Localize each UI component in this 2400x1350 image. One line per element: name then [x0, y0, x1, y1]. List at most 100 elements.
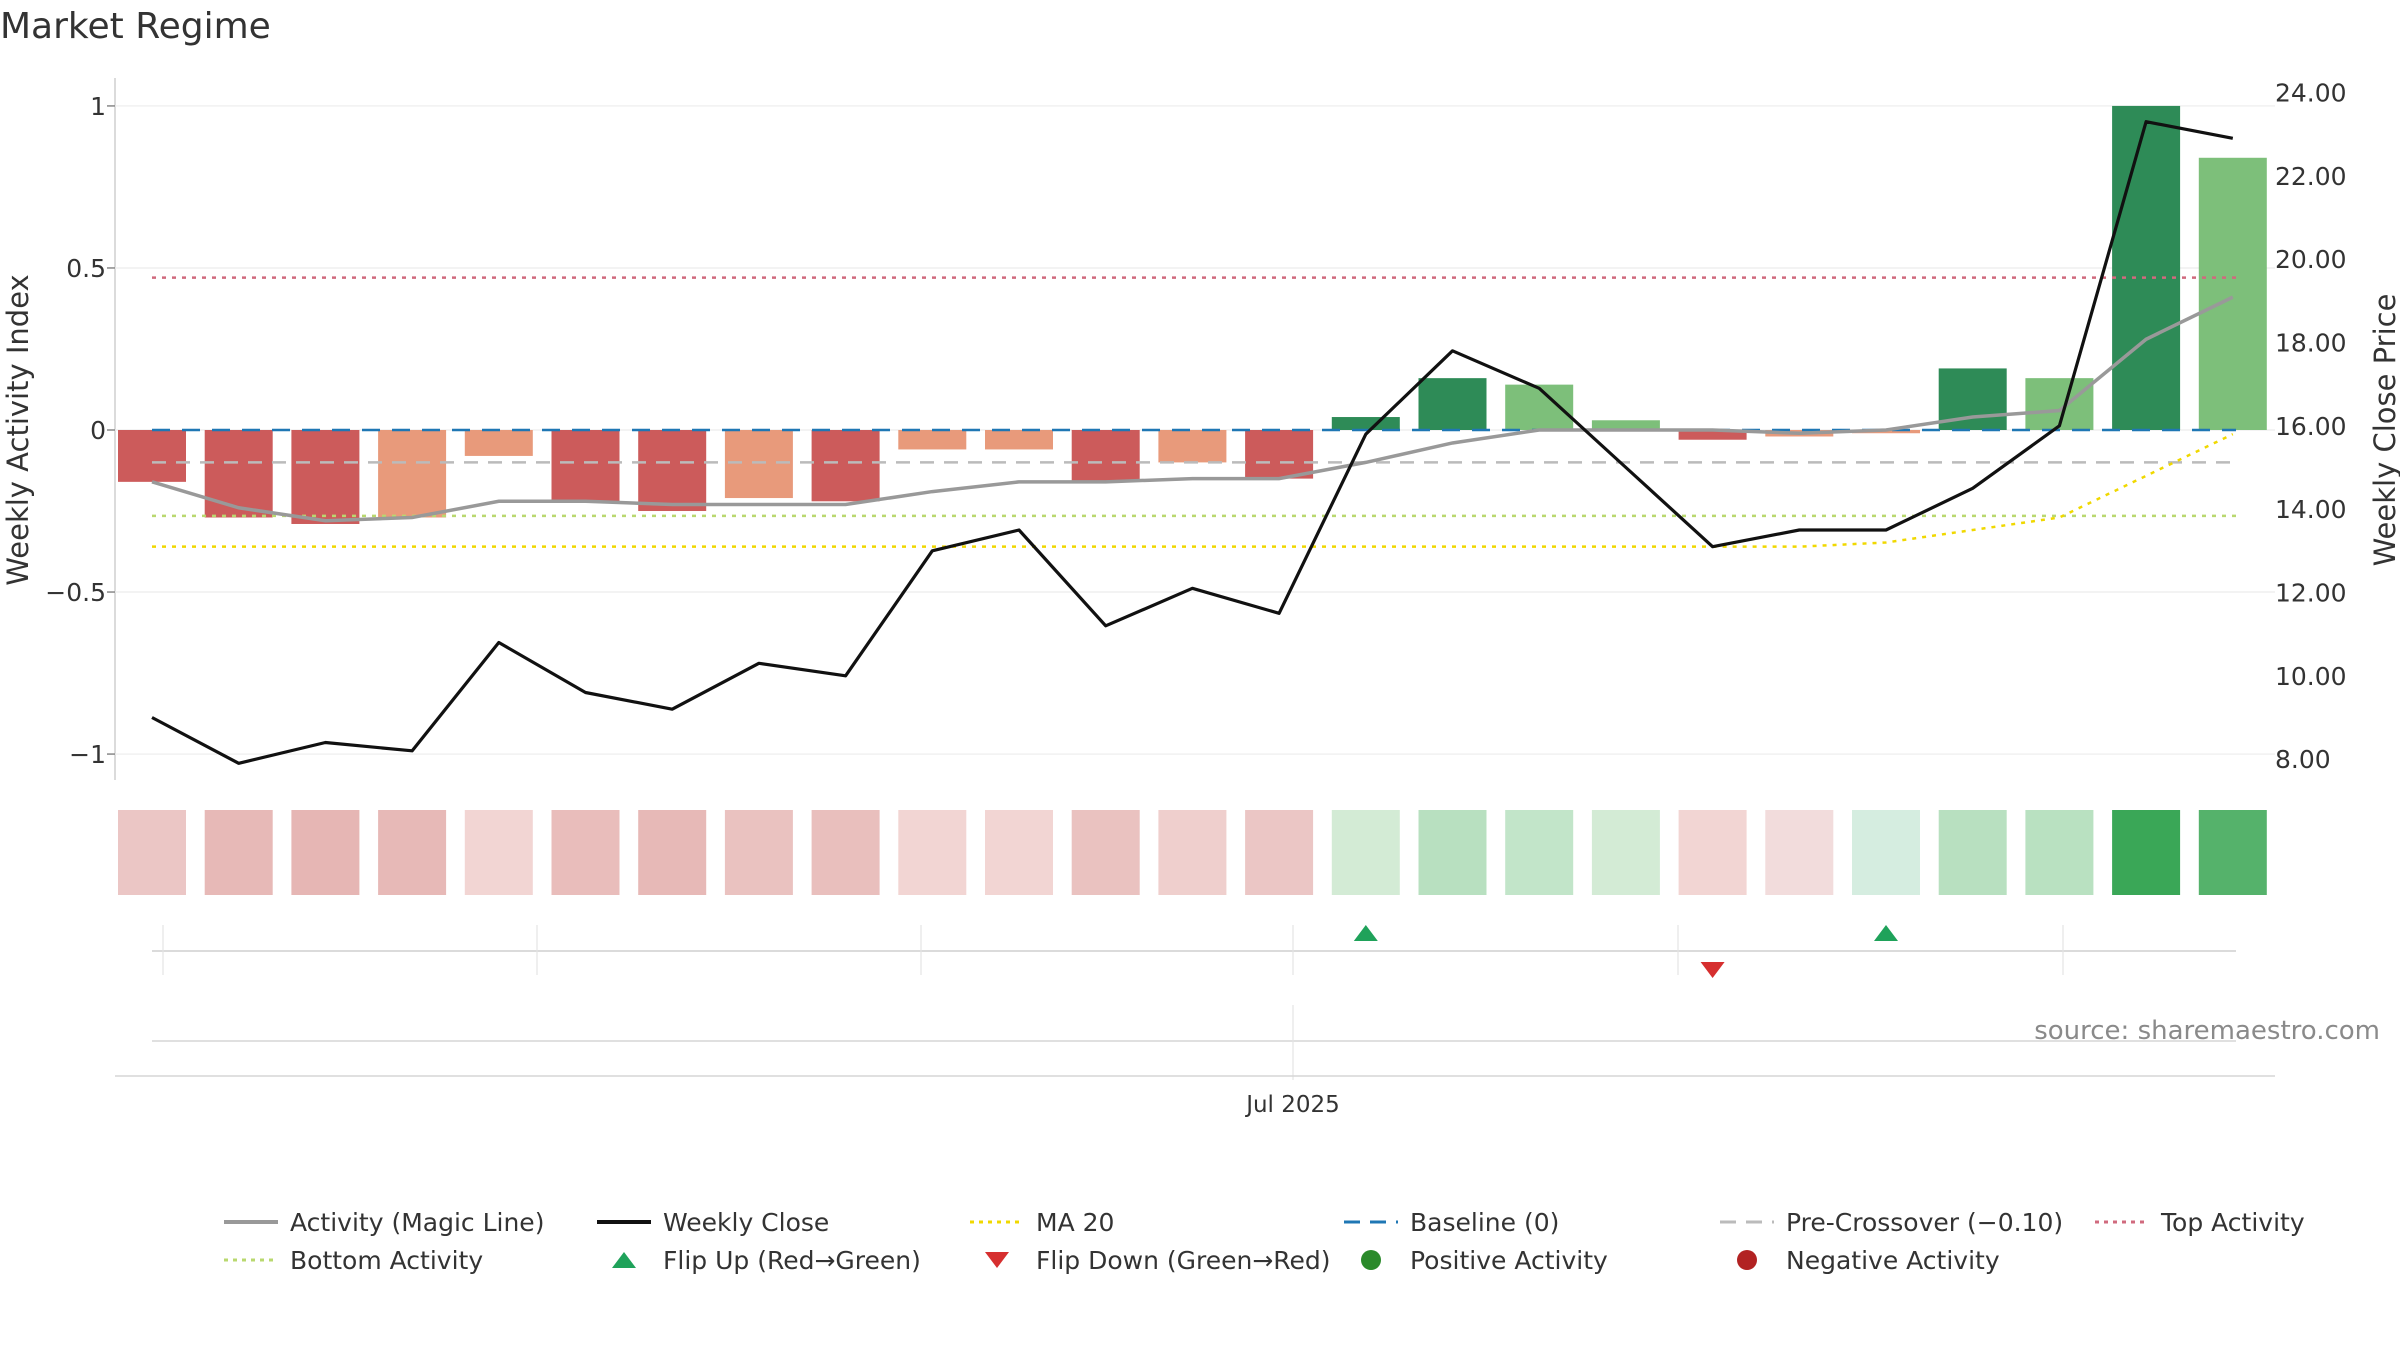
legend-label: Bottom Activity [290, 1245, 484, 1275]
legend-label: Top Activity [2161, 1207, 2305, 1237]
right-tick-label: 18.00 [2275, 329, 2347, 358]
activity-bar [1418, 378, 1487, 430]
heat-cell [898, 810, 967, 895]
dashed-blue-line-icon [1342, 1205, 1400, 1239]
legend-item: Flip Down (Green→Red) [968, 1243, 1331, 1277]
heat-cell [1245, 810, 1314, 895]
legend-item: MA 20 [968, 1205, 1114, 1239]
activity-bar [1331, 417, 1400, 430]
heat-cell [551, 810, 620, 895]
right-tick-label: 20.00 [2275, 245, 2347, 274]
y-axis-label-right: Weekly Close Price [2368, 294, 2400, 567]
legend: Activity (Magic Line) Weekly Close MA 20 Ba… [0, 1205, 2400, 1285]
left-tick-label: 0 [90, 416, 106, 445]
magic-line [151, 295, 2234, 523]
heat-cell [724, 810, 793, 895]
heat-cell [985, 810, 1053, 895]
heat-cell [1331, 810, 1400, 895]
dashed-gray-line-icon [1718, 1205, 1776, 1239]
right-tick-label: 14.00 [2275, 495, 2347, 524]
dotted-pink-line-icon [2093, 1205, 2151, 1239]
left-tick-label: −0.5 [45, 578, 106, 607]
heat-cell [638, 810, 707, 895]
heat-cell [1678, 810, 1747, 895]
heat-cell [378, 810, 447, 895]
heat-cell [464, 810, 533, 895]
green-dot-icon [1342, 1243, 1400, 1277]
activity-bar [898, 430, 967, 450]
ma20-line [1712, 433, 2234, 548]
heat-cell [118, 810, 186, 895]
heat-cell [1852, 810, 1920, 895]
legend-item: Baseline (0) [1342, 1205, 1559, 1239]
legend-item: Weekly Close [595, 1205, 829, 1239]
legend-label: Flip Up (Red→Green) [663, 1245, 921, 1275]
legend-item: Activity (Magic Line) [222, 1205, 544, 1239]
chart-title: Market Regime [0, 6, 271, 47]
activity-bar [1158, 430, 1227, 463]
legend-label: Weekly Close [663, 1207, 830, 1237]
heat-cell [291, 810, 360, 895]
legend-item: Pre-Crossover (−0.10) [1718, 1205, 2063, 1239]
right-tick-label: 24.00 [2275, 79, 2347, 108]
heat-cell [204, 810, 273, 895]
activity-bar [1071, 430, 1140, 482]
solid-gray-line-icon [222, 1205, 280, 1239]
activity-bar [204, 430, 273, 518]
left-tick-label: 0.5 [66, 254, 106, 283]
activity-bar [1245, 430, 1314, 479]
activity-bar [2198, 157, 2267, 430]
legend-item: Flip Up (Red→Green) [595, 1243, 921, 1277]
red-dot-icon [1718, 1243, 1776, 1277]
heat-cell [1591, 810, 1660, 895]
legend-item: Top Activity [2093, 1205, 2305, 1239]
legend-label: Pre-Crossover (−0.10) [1786, 1207, 2064, 1237]
right-tick-label: 10.00 [2275, 662, 2347, 691]
heat-cell [1418, 810, 1487, 895]
market-regime-chart: −1−0.500.518.0010.0012.0014.0016.0018.00… [1, 78, 2400, 1118]
legend-label: MA 20 [1036, 1207, 1115, 1237]
heat-cell [1158, 810, 1227, 895]
heat-cell [1505, 810, 1574, 895]
activity-bar [985, 430, 1053, 450]
right-tick-label: 16.00 [2275, 412, 2347, 441]
right-tick-label: 12.00 [2275, 579, 2347, 608]
activity-bar [464, 430, 533, 456]
activity-bar [2112, 105, 2181, 430]
activity-bar [1591, 420, 1660, 430]
legend-label: Flip Down (Green→Red) [1036, 1245, 1331, 1275]
right-tick-label: 8.00 [2275, 745, 2331, 774]
heat-cell [1071, 810, 1140, 895]
triangle-down-icon [968, 1243, 1026, 1277]
activity-bar [811, 430, 880, 502]
heat-cell [1765, 810, 1834, 895]
activity-bar [638, 430, 707, 512]
heat-cell [2112, 810, 2181, 895]
left-tick-label: 1 [90, 92, 106, 121]
activity-bar [724, 430, 793, 499]
legend-label: Negative Activity [1786, 1245, 2000, 1275]
legend-item: Negative Activity [1718, 1243, 2000, 1277]
dotted-green-line-icon [222, 1243, 280, 1277]
legend-item: Positive Activity [1342, 1243, 1608, 1277]
heat-cell [2025, 810, 2094, 895]
dotted-yellow-line-icon [968, 1205, 1026, 1239]
solid-black-line-icon [595, 1205, 653, 1239]
legend-item: Bottom Activity [222, 1243, 483, 1277]
activity-bar [551, 430, 620, 502]
right-tick-label: 22.00 [2275, 162, 2347, 191]
heat-cell [811, 810, 880, 895]
activity-bar [378, 430, 447, 518]
triangle-up-icon [595, 1243, 653, 1277]
source-label: source: sharemaestro.com [2034, 1016, 2380, 1046]
left-tick-label: −1 [69, 740, 106, 769]
flip-up-marker [1353, 925, 1378, 941]
heat-cell [2198, 810, 2267, 895]
x-tick-label: Jul 2025 [1244, 1092, 1340, 1118]
y-axis-label-left: Weekly Activity Index [1, 274, 35, 585]
heat-cell [1938, 810, 2007, 895]
weekly-close-line [151, 120, 2234, 765]
legend-label: Baseline (0) [1410, 1207, 1560, 1237]
flip-down-marker [1700, 962, 1725, 978]
activity-bar [1678, 430, 1747, 440]
